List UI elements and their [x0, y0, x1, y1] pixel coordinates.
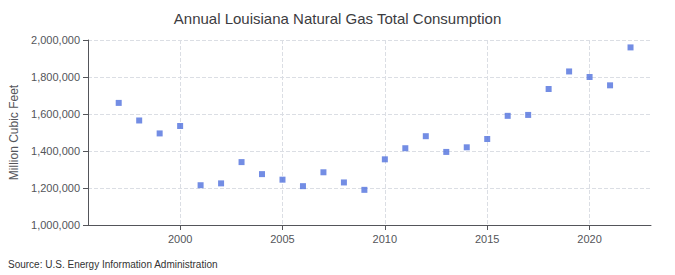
svg-text:2005: 2005	[270, 233, 294, 245]
svg-text:1,400,000: 1,400,000	[31, 145, 80, 157]
svg-text:2015: 2015	[475, 233, 499, 245]
svg-text:1,800,000: 1,800,000	[31, 71, 80, 83]
svg-text:2020: 2020	[577, 233, 601, 245]
svg-text:2,000,000: 2,000,000	[31, 34, 80, 46]
svg-text:Annual Louisiana Natural Gas T: Annual Louisiana Natural Gas Total Consu…	[174, 10, 501, 27]
svg-text:1,200,000: 1,200,000	[31, 182, 80, 194]
svg-text:2000: 2000	[168, 233, 192, 245]
svg-text:2010: 2010	[373, 233, 397, 245]
svg-text:Million Cubic Feet: Million Cubic Feet	[7, 84, 21, 180]
svg-text:1,600,000: 1,600,000	[31, 108, 80, 120]
svg-text:Source: U.S. Energy Informatio: Source: U.S. Energy Information Administ…	[8, 259, 218, 270]
svg-text:1,000,000: 1,000,000	[31, 219, 80, 231]
